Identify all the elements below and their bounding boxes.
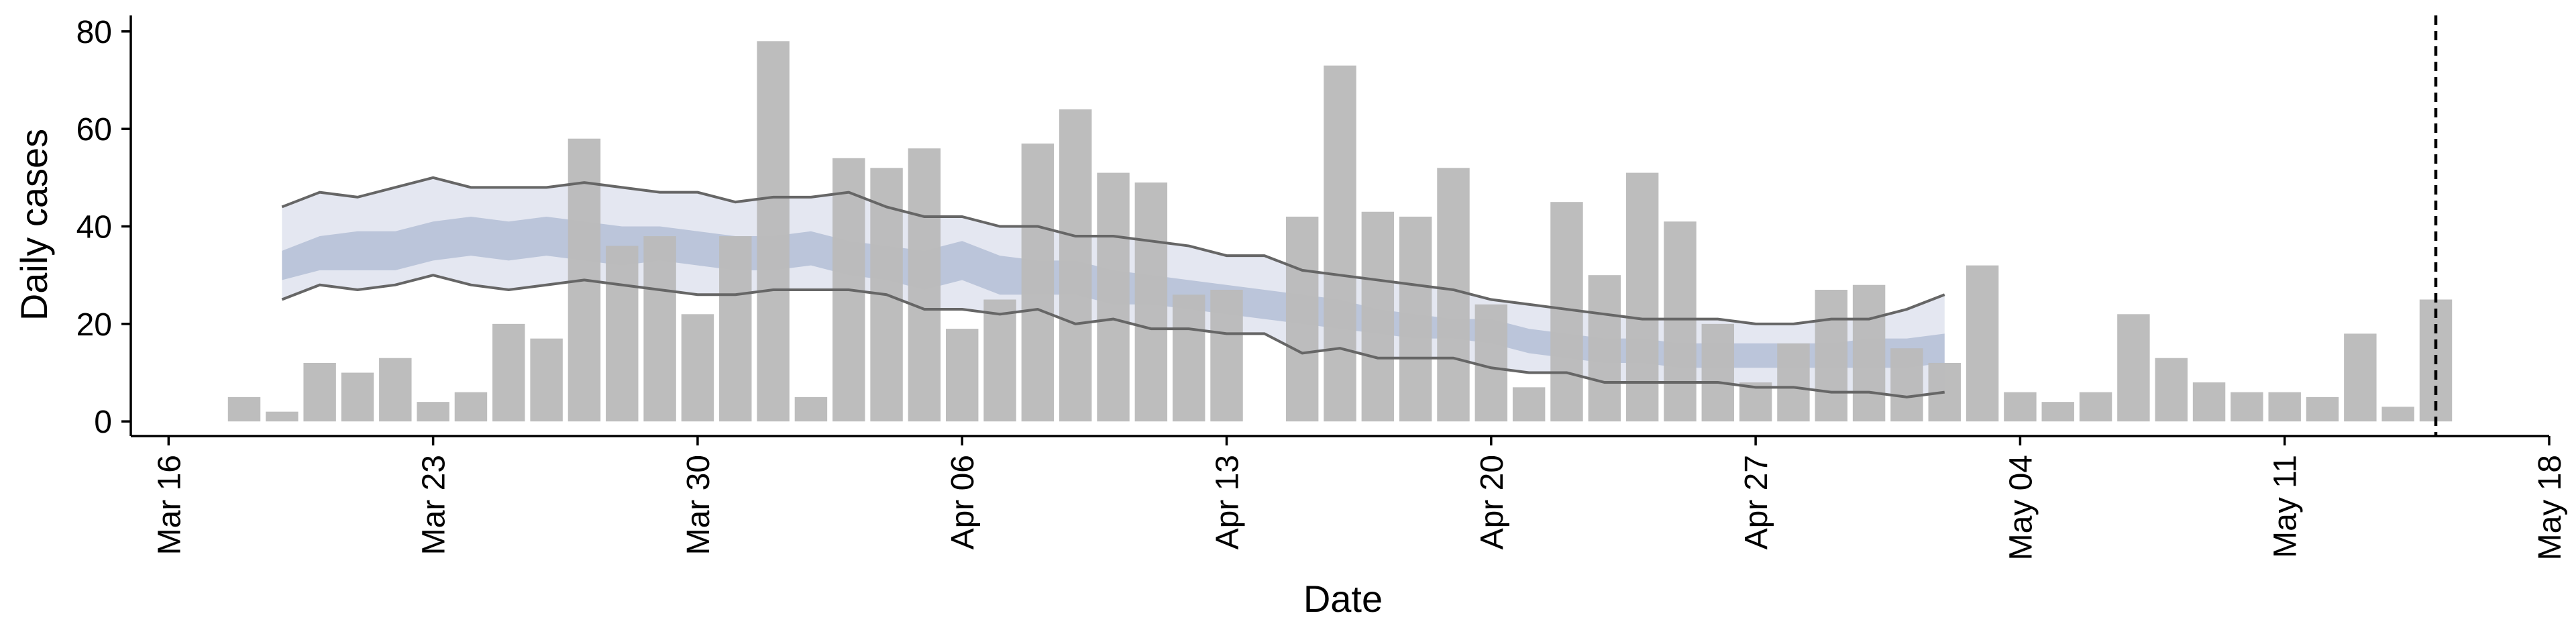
x-tick-label: Mar 16	[152, 455, 187, 555]
daily-cases-bar	[1399, 216, 1432, 422]
daily-cases-bar	[1210, 289, 1243, 422]
daily-cases-bar	[1172, 294, 1205, 422]
x-axis-label: Date	[1303, 578, 1383, 620]
daily-cases-bar	[2381, 407, 2414, 422]
daily-cases-bar	[379, 358, 412, 422]
daily-cases-bar	[2004, 392, 2037, 422]
bars-layer	[227, 41, 2453, 422]
daily-cases-bar	[2192, 382, 2226, 422]
x-tick-label: May 11	[2268, 455, 2304, 558]
daily-cases-bar	[2306, 396, 2339, 422]
daily-cases-bar	[1701, 323, 1735, 422]
daily-cases-bar	[1059, 109, 1092, 422]
x-tick-label: Mar 30	[681, 455, 716, 555]
daily-cases-bar	[1625, 172, 1659, 422]
x-tick-label: May 18	[2532, 455, 2568, 560]
daily-cases-bar	[1134, 182, 1168, 422]
y-tick-label: 0	[94, 405, 112, 440]
daily-cases-bar	[2117, 314, 2150, 422]
daily-cases-bar	[341, 372, 374, 422]
daily-cases-bar	[1285, 216, 1319, 422]
daily-cases-bar	[606, 246, 639, 422]
daily-cases-bar	[2268, 392, 2301, 422]
daily-cases-bar	[530, 338, 563, 422]
daily-cases-bar	[492, 323, 525, 422]
daily-cases-bar	[303, 362, 336, 422]
lower-bound-line	[281, 274, 1945, 398]
daily-cases-bar	[794, 396, 828, 422]
daily-cases-bar	[2155, 358, 2188, 422]
daily-cases-bar	[1739, 382, 1772, 422]
daily-cases-bar	[1361, 211, 1395, 422]
daily-cases-bar	[908, 148, 941, 422]
daily-cases-bar	[1815, 289, 1847, 422]
daily-cases-bar	[1097, 172, 1130, 422]
y-tick-label: 60	[76, 112, 112, 148]
axes-layer: 0 20 40 60 80 Mar 16 Mar 23 Mar 30 Apr 06 Apr 13 A…	[76, 15, 2568, 561]
daily-cases-bar	[757, 41, 790, 422]
daily-cases-bar	[1588, 275, 1621, 422]
daily-cases-bar	[2079, 392, 2112, 422]
daily-cases-bar	[1777, 343, 1810, 422]
x-tick-label: Mar 23	[417, 455, 452, 555]
daily-cases-bar	[1324, 65, 1356, 422]
daily-cases-bar	[454, 392, 488, 422]
daily-cases-bar	[1890, 348, 1923, 422]
daily-cases-bar	[2231, 392, 2263, 422]
daily-cases-bar	[417, 402, 449, 422]
daily-cases-bar	[227, 396, 261, 422]
x-tick-label: Apr 20	[1474, 455, 1510, 549]
daily-cases-bar	[643, 236, 676, 422]
daily-cases-bar	[681, 314, 714, 422]
bound-lines-layer	[281, 176, 1945, 398]
daily-cases-bar	[2344, 333, 2377, 422]
daily-cases-bar	[1512, 387, 1546, 422]
x-tick-label: Apr 06	[945, 455, 981, 549]
daily-cases-bar	[266, 411, 299, 422]
daily-cases-bar	[1966, 265, 1999, 422]
y-axis-label: Daily cases	[13, 129, 55, 321]
daily-cases-bar	[1852, 284, 1886, 422]
x-tick-label: Apr 13	[1210, 455, 1246, 549]
daily-cases-bar	[1474, 304, 1508, 422]
x-tick-label: Apr 27	[1739, 455, 1774, 549]
y-tick-label: 80	[76, 15, 112, 50]
daily-cases-bar	[1021, 143, 1055, 422]
daily-cases-bar	[945, 329, 979, 422]
daily-cases-bar	[719, 236, 752, 422]
daily-cases-bar	[1664, 221, 1697, 422]
y-tick-label: 40	[76, 210, 112, 246]
daily-cases-bar	[1437, 168, 1470, 422]
daily-cases-bar	[983, 299, 1016, 422]
x-tick-label: May 04	[2003, 455, 2039, 560]
daily-cases-bar	[2041, 402, 2074, 422]
upper-bound-line	[281, 176, 1945, 325]
y-tick-label: 20	[76, 307, 112, 343]
